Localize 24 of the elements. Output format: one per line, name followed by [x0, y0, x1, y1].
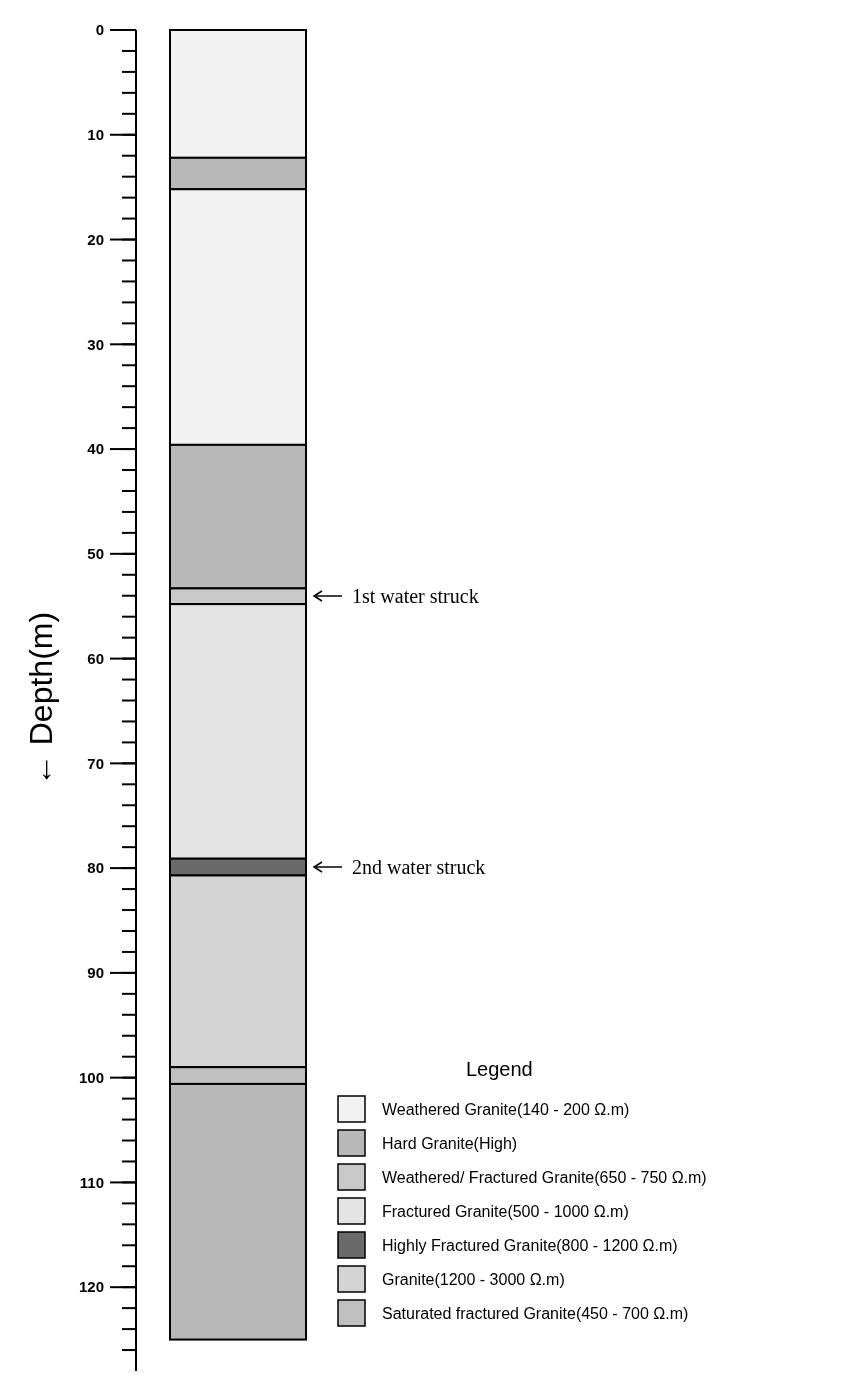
legend-title: Legend	[466, 1058, 533, 1080]
y-axis-title: ← Depth(m)	[23, 611, 59, 787]
y-tick-label: 100	[78, 1068, 104, 1086]
legend-label: Fractured Granite(500 - 1000 Ω.m)	[382, 1202, 629, 1220]
legend-label: Saturated fractured Granite(450 - 700 Ω.m)	[382, 1304, 689, 1322]
legend-label: Weathered/ Fractured Granite(650 - 750 Ω.m)	[382, 1168, 707, 1186]
y-tick-label: 80	[87, 859, 104, 877]
y-tick-label: 40	[87, 440, 104, 458]
y-tick-label: 0	[95, 21, 104, 39]
text: 1st water struck	[352, 585, 479, 607]
y-tick-label: 30	[87, 335, 104, 353]
legend-label: Granite(1200 - 3000 Ω.m)	[382, 1270, 565, 1288]
y-tick-label: 120	[78, 1278, 104, 1296]
legend-label: Highly Fractured Granite(800 - 1200 Ω.m)	[382, 1236, 678, 1254]
y-tick-label: 50	[87, 545, 104, 563]
legend-label: Hard Granite(High)	[382, 1134, 518, 1152]
y-tick-label: 70	[87, 754, 104, 772]
y-tick-label: 20	[87, 230, 104, 248]
y-tick-label: 60	[87, 649, 104, 667]
text: 2nd water struck	[352, 856, 486, 878]
y-tick-label: 90	[87, 964, 104, 982]
y-tick-label: 110	[79, 1173, 104, 1191]
legend-label: Weathered Granite(140 - 200 Ω.m)	[382, 1100, 630, 1118]
y-tick-label: 10	[87, 126, 104, 144]
